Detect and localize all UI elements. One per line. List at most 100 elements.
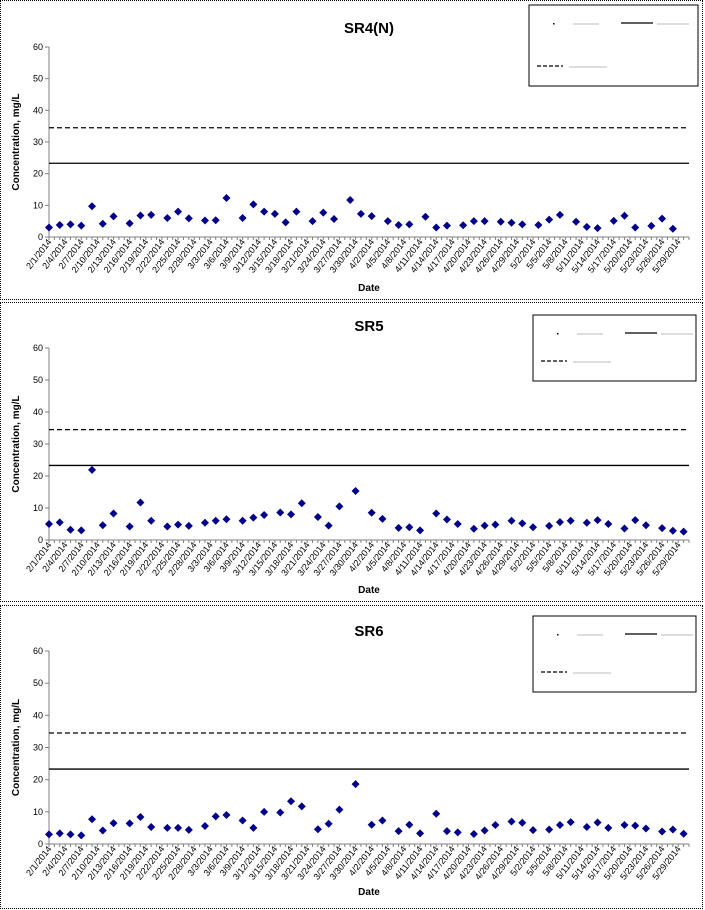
data-point [249, 200, 258, 209]
data-point [658, 827, 667, 836]
data-point [147, 210, 156, 219]
y-tick-label: 40 [33, 710, 43, 720]
data-point [238, 816, 247, 825]
data-point [297, 499, 306, 508]
data-point [545, 215, 554, 224]
legend-marker-sample [553, 23, 555, 25]
data-point [184, 214, 193, 223]
data-point [593, 818, 602, 827]
data-point [469, 830, 478, 839]
data-point [98, 826, 107, 835]
data-point [147, 822, 156, 831]
data-point [620, 524, 629, 533]
data-point [319, 208, 328, 217]
data-point [367, 820, 376, 829]
data-point [378, 816, 387, 825]
data-point [211, 216, 220, 225]
data-point [534, 220, 543, 229]
data-point [66, 220, 75, 229]
data-point [469, 217, 478, 226]
data-point [356, 209, 365, 218]
y-tick-label: 30 [33, 137, 43, 147]
data-point [147, 516, 156, 525]
data-point [367, 508, 376, 517]
y-tick-label: 60 [33, 343, 43, 353]
y-axis-label: Concentration, mg/L [11, 395, 22, 492]
data-point [658, 214, 667, 223]
data-point [109, 509, 118, 518]
data-point [125, 819, 134, 828]
data-point [55, 518, 64, 527]
data-point [469, 524, 478, 533]
data-point [507, 218, 516, 227]
y-tick-label: 50 [33, 74, 43, 84]
data-point [507, 516, 516, 525]
data-point [668, 825, 677, 834]
data-point [109, 819, 118, 828]
legend-box [532, 615, 697, 693]
data-point [394, 827, 403, 836]
data-point [45, 830, 53, 839]
chart-panel-sr5: SR5 0 10 20 30 40 50 60 Concentration, mg/L 2/1/2… [0, 302, 703, 602]
data-point [88, 202, 97, 211]
y-tick-label: 20 [33, 169, 43, 179]
data-point [238, 516, 247, 525]
data-point [405, 820, 414, 829]
data-point [620, 821, 629, 830]
data-point [604, 823, 613, 832]
y-tick-label: 0 [38, 232, 43, 242]
data-point [566, 516, 575, 525]
data-point [45, 520, 53, 528]
y-tick-label: 40 [33, 407, 43, 417]
chart-title: SR6 [354, 623, 383, 640]
y-axis-label: Concentration, mg/L [11, 93, 22, 190]
data-point [432, 509, 441, 518]
data-point [249, 513, 258, 522]
data-point [518, 818, 527, 827]
data-point [98, 219, 107, 228]
data-point [518, 220, 527, 229]
data-point [545, 825, 554, 834]
x-axis-label: Date [358, 585, 380, 596]
data-point [631, 821, 640, 830]
data-point [668, 224, 677, 233]
data-point [297, 802, 306, 811]
data-point [609, 216, 618, 225]
data-point [335, 805, 344, 814]
data-point [566, 818, 575, 827]
data-point [593, 516, 602, 525]
data-point [313, 512, 322, 521]
data-point [330, 214, 339, 223]
chart-panel-sr4n: SR4(N) 0 10 20 30 40 50 60 Concentration, mg/L 2/… [0, 0, 703, 300]
y-tick-label: 50 [33, 678, 43, 688]
data-point [572, 217, 581, 226]
legend [532, 615, 697, 693]
data-point [378, 514, 387, 523]
data-point [211, 516, 220, 525]
data-point [480, 217, 489, 226]
data-point [351, 487, 360, 496]
y-tick-label: 20 [33, 775, 43, 785]
data-point [270, 209, 279, 218]
data-point [174, 520, 183, 529]
data-point [163, 522, 172, 531]
y-tick-label: 60 [33, 42, 43, 52]
data-point [313, 825, 322, 834]
data-point [658, 524, 667, 533]
data-point [421, 212, 430, 221]
data-point [184, 521, 193, 530]
legend [528, 4, 699, 87]
data-point [641, 824, 650, 833]
data-point [641, 521, 650, 530]
data-point [222, 515, 231, 524]
data-point [631, 223, 640, 232]
data-point [679, 829, 688, 838]
data-point [555, 518, 564, 527]
data-point [529, 523, 538, 532]
y-axis-label: Concentration, mg/L [11, 699, 22, 796]
data-point [174, 823, 183, 832]
y-tick-label: 0 [38, 839, 43, 849]
data-point [432, 223, 441, 232]
data-point [260, 511, 269, 520]
data-point [276, 808, 285, 817]
